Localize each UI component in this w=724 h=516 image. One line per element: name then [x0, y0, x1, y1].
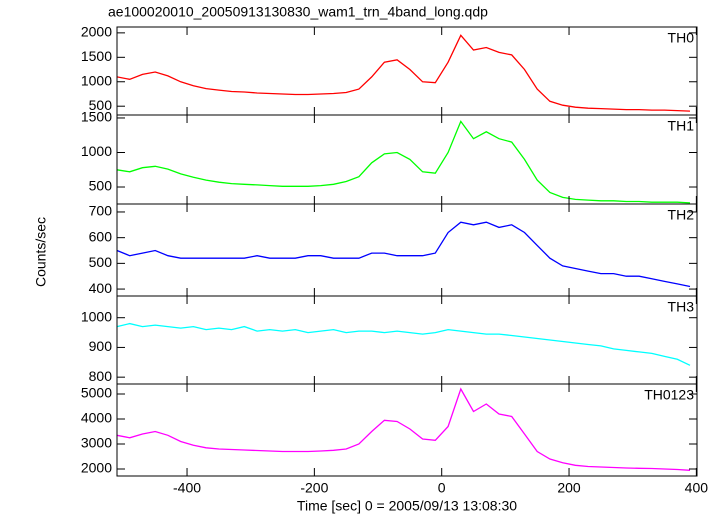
y-tick-label: 1000 [81, 143, 112, 159]
panel-label: TH2 [668, 207, 695, 223]
y-tick-label: 3000 [81, 435, 112, 451]
y-tick-label: 2000 [81, 24, 112, 40]
y-tick-label: 500 [89, 254, 113, 270]
y-tick-label: 1000 [81, 72, 112, 88]
y-tick-label: 2000 [81, 460, 112, 476]
y-tick-label: 800 [89, 368, 113, 384]
y-tick-label: 4000 [81, 410, 112, 426]
panel-frame [116, 114, 698, 205]
y-tick-label: 500 [89, 178, 113, 194]
y-tick-label: 600 [89, 228, 113, 244]
chart-title: ae100020010_20050913130830_wam1_trn_4ban… [108, 4, 488, 20]
light-curve [116, 221, 691, 288]
panel-label: TH0123 [644, 387, 694, 403]
y-tick-label: 500 [89, 97, 113, 113]
x-tick-label: 0 [438, 480, 446, 496]
x-tick-label: -400 [173, 480, 201, 496]
y-tick-label: 700 [89, 203, 113, 219]
x-tick-label: 200 [557, 480, 581, 496]
x-axis-label: Time [sec] 0 = 2005/09/13 13:08:30 [297, 498, 517, 514]
panel-frame [116, 26, 698, 116]
x-tick-label: 400 [685, 480, 709, 496]
y-tick-label: 1500 [81, 109, 112, 125]
x-tick-label: -200 [300, 480, 328, 496]
panel-label: TH3 [668, 299, 695, 315]
y-axis-label: Counts/sec [33, 217, 49, 287]
y-tick-label: 900 [89, 338, 113, 354]
panel-frame [116, 383, 698, 477]
light-curve [116, 322, 691, 366]
panel-label: TH1 [668, 118, 695, 134]
light-curve [116, 387, 691, 471]
y-tick-label: 1500 [81, 48, 112, 64]
panel-frame [116, 295, 698, 385]
y-tick-label: 1000 [81, 308, 112, 324]
light-curve [116, 120, 691, 204]
y-tick-label: 5000 [81, 385, 112, 401]
y-tick-label: 400 [89, 280, 113, 296]
light-curve [116, 34, 691, 112]
panel-label: TH0 [668, 30, 695, 46]
panel-frame [116, 203, 698, 297]
